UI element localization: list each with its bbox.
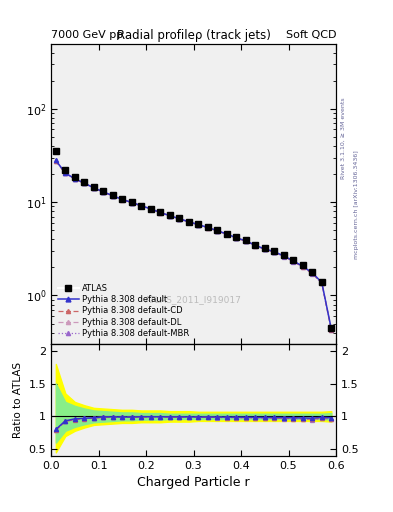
Text: 7000 GeV pp: 7000 GeV pp bbox=[51, 30, 123, 40]
Text: Rivet 3.1.10, ≥ 3M events: Rivet 3.1.10, ≥ 3M events bbox=[341, 97, 346, 179]
Title: Radial profileρ (track jets): Radial profileρ (track jets) bbox=[117, 29, 270, 42]
Text: Soft QCD: Soft QCD bbox=[286, 30, 336, 40]
X-axis label: Charged Particle r: Charged Particle r bbox=[137, 476, 250, 489]
Text: mcplots.cern.ch [arXiv:1306.3436]: mcplots.cern.ch [arXiv:1306.3436] bbox=[354, 151, 359, 259]
Text: ATLAS_2011_I919017: ATLAS_2011_I919017 bbox=[145, 295, 242, 304]
Legend: ATLAS, Pythia 8.308 default, Pythia 8.308 default-CD, Pythia 8.308 default-DL, P: ATLAS, Pythia 8.308 default, Pythia 8.30… bbox=[55, 282, 192, 340]
Y-axis label: Ratio to ATLAS: Ratio to ATLAS bbox=[13, 362, 23, 438]
